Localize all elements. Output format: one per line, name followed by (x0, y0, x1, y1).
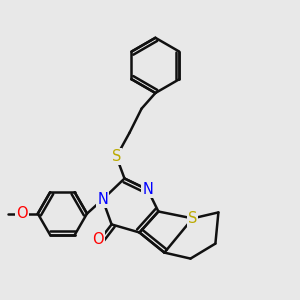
Text: S: S (188, 211, 197, 226)
Text: N: N (142, 182, 153, 197)
Text: S: S (112, 149, 121, 164)
Text: O: O (16, 206, 28, 221)
Text: O: O (92, 232, 104, 247)
Text: N: N (97, 192, 108, 207)
